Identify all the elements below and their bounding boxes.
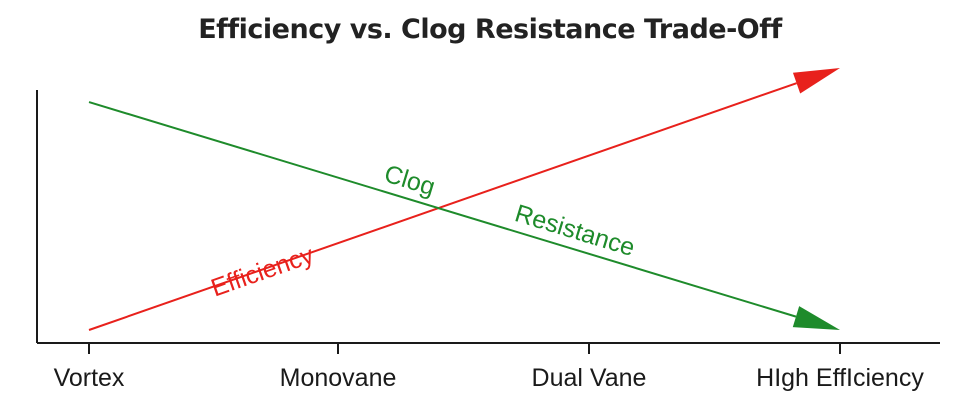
series-line-1 — [88, 101, 797, 318]
series-label: Efficiency — [207, 241, 317, 303]
series-arrowhead-1 — [792, 306, 840, 330]
chart-title: Efficiency vs. Clog Resistance Trade-Off — [198, 14, 782, 45]
series-label: Resistance — [512, 199, 638, 262]
series-line-0 — [88, 82, 797, 331]
x-tick-label: HIgh EffIciency — [756, 364, 924, 392]
x-tick-label: Dual Vane — [532, 364, 647, 392]
x-tick-label: Monovane — [280, 364, 397, 392]
x-tick-label: Vortex — [54, 364, 125, 392]
series-arrowhead-0 — [792, 68, 840, 94]
series-label: Clog — [381, 160, 438, 202]
